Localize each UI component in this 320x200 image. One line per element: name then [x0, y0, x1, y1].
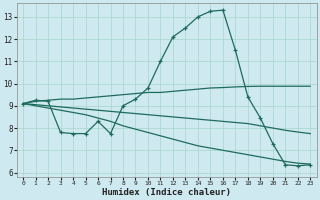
X-axis label: Humidex (Indice chaleur): Humidex (Indice chaleur): [102, 188, 231, 197]
